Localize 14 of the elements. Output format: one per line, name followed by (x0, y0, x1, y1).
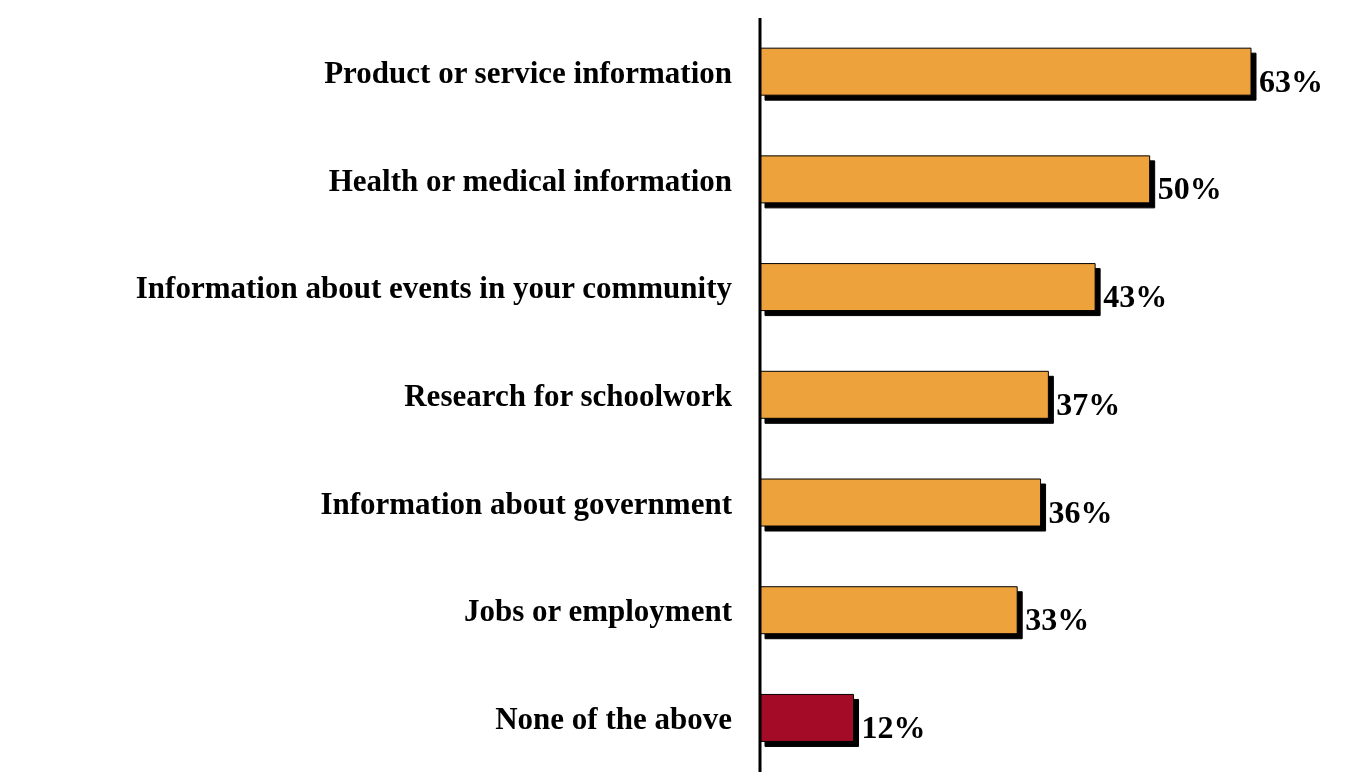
y-tick-label: Information about events in your community (135, 270, 733, 306)
data-label: 43% (1103, 278, 1168, 315)
y-tick-label: Information about government (320, 485, 733, 521)
y-tick-label: Product or service information (324, 54, 732, 90)
data-label: 33% (1025, 601, 1090, 638)
data-label: 37% (1056, 385, 1121, 422)
y-tick-label: Jobs or employment (463, 593, 733, 629)
data-label: 12% (861, 708, 926, 745)
y-tick-label: None of the above (495, 701, 732, 737)
data-label: 50% (1157, 170, 1222, 207)
y-tick-label: Health or medical information (328, 162, 732, 198)
data-label: 36% (1048, 493, 1113, 530)
y-tick-label: Research for schoolwork (404, 378, 733, 414)
data-label: 63% (1259, 62, 1323, 99)
